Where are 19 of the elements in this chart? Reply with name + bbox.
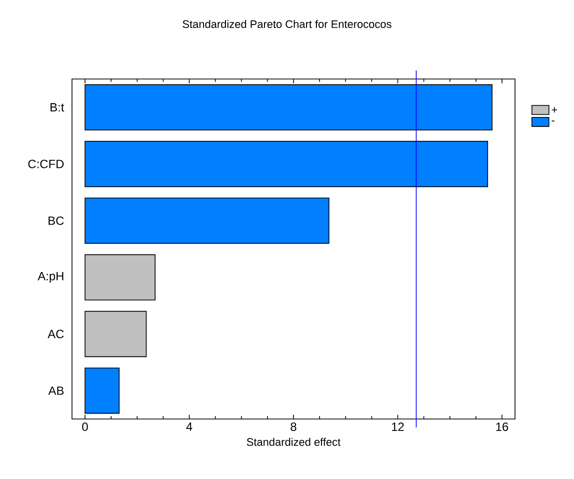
bar bbox=[84, 310, 147, 358]
x-tick-label: 4 bbox=[186, 422, 192, 431]
bar bbox=[84, 140, 488, 188]
chart-title: Standardized Pareto Chart for Enterococos bbox=[182, 20, 392, 28]
x-tick-label: 8 bbox=[290, 422, 296, 431]
bar bbox=[84, 254, 156, 300]
x-axis-title: Standardized effect bbox=[246, 438, 341, 446]
y-tick-label: B:t bbox=[50, 103, 64, 112]
y-tick-label: BC bbox=[48, 216, 64, 225]
y-tick-label: C:CFD bbox=[28, 160, 64, 168]
legend-label: - bbox=[552, 120, 554, 122]
y-tick-label: AB bbox=[48, 386, 64, 395]
x-tick-label: 0 bbox=[82, 422, 88, 431]
x-tick-label: 16 bbox=[496, 422, 508, 431]
y-tick-label: A:pH bbox=[38, 272, 64, 283]
bar bbox=[84, 198, 330, 244]
y-tick-label: AC bbox=[48, 330, 64, 338]
x-tick-label: 12 bbox=[392, 422, 404, 431]
legend-label: + bbox=[552, 107, 558, 113]
